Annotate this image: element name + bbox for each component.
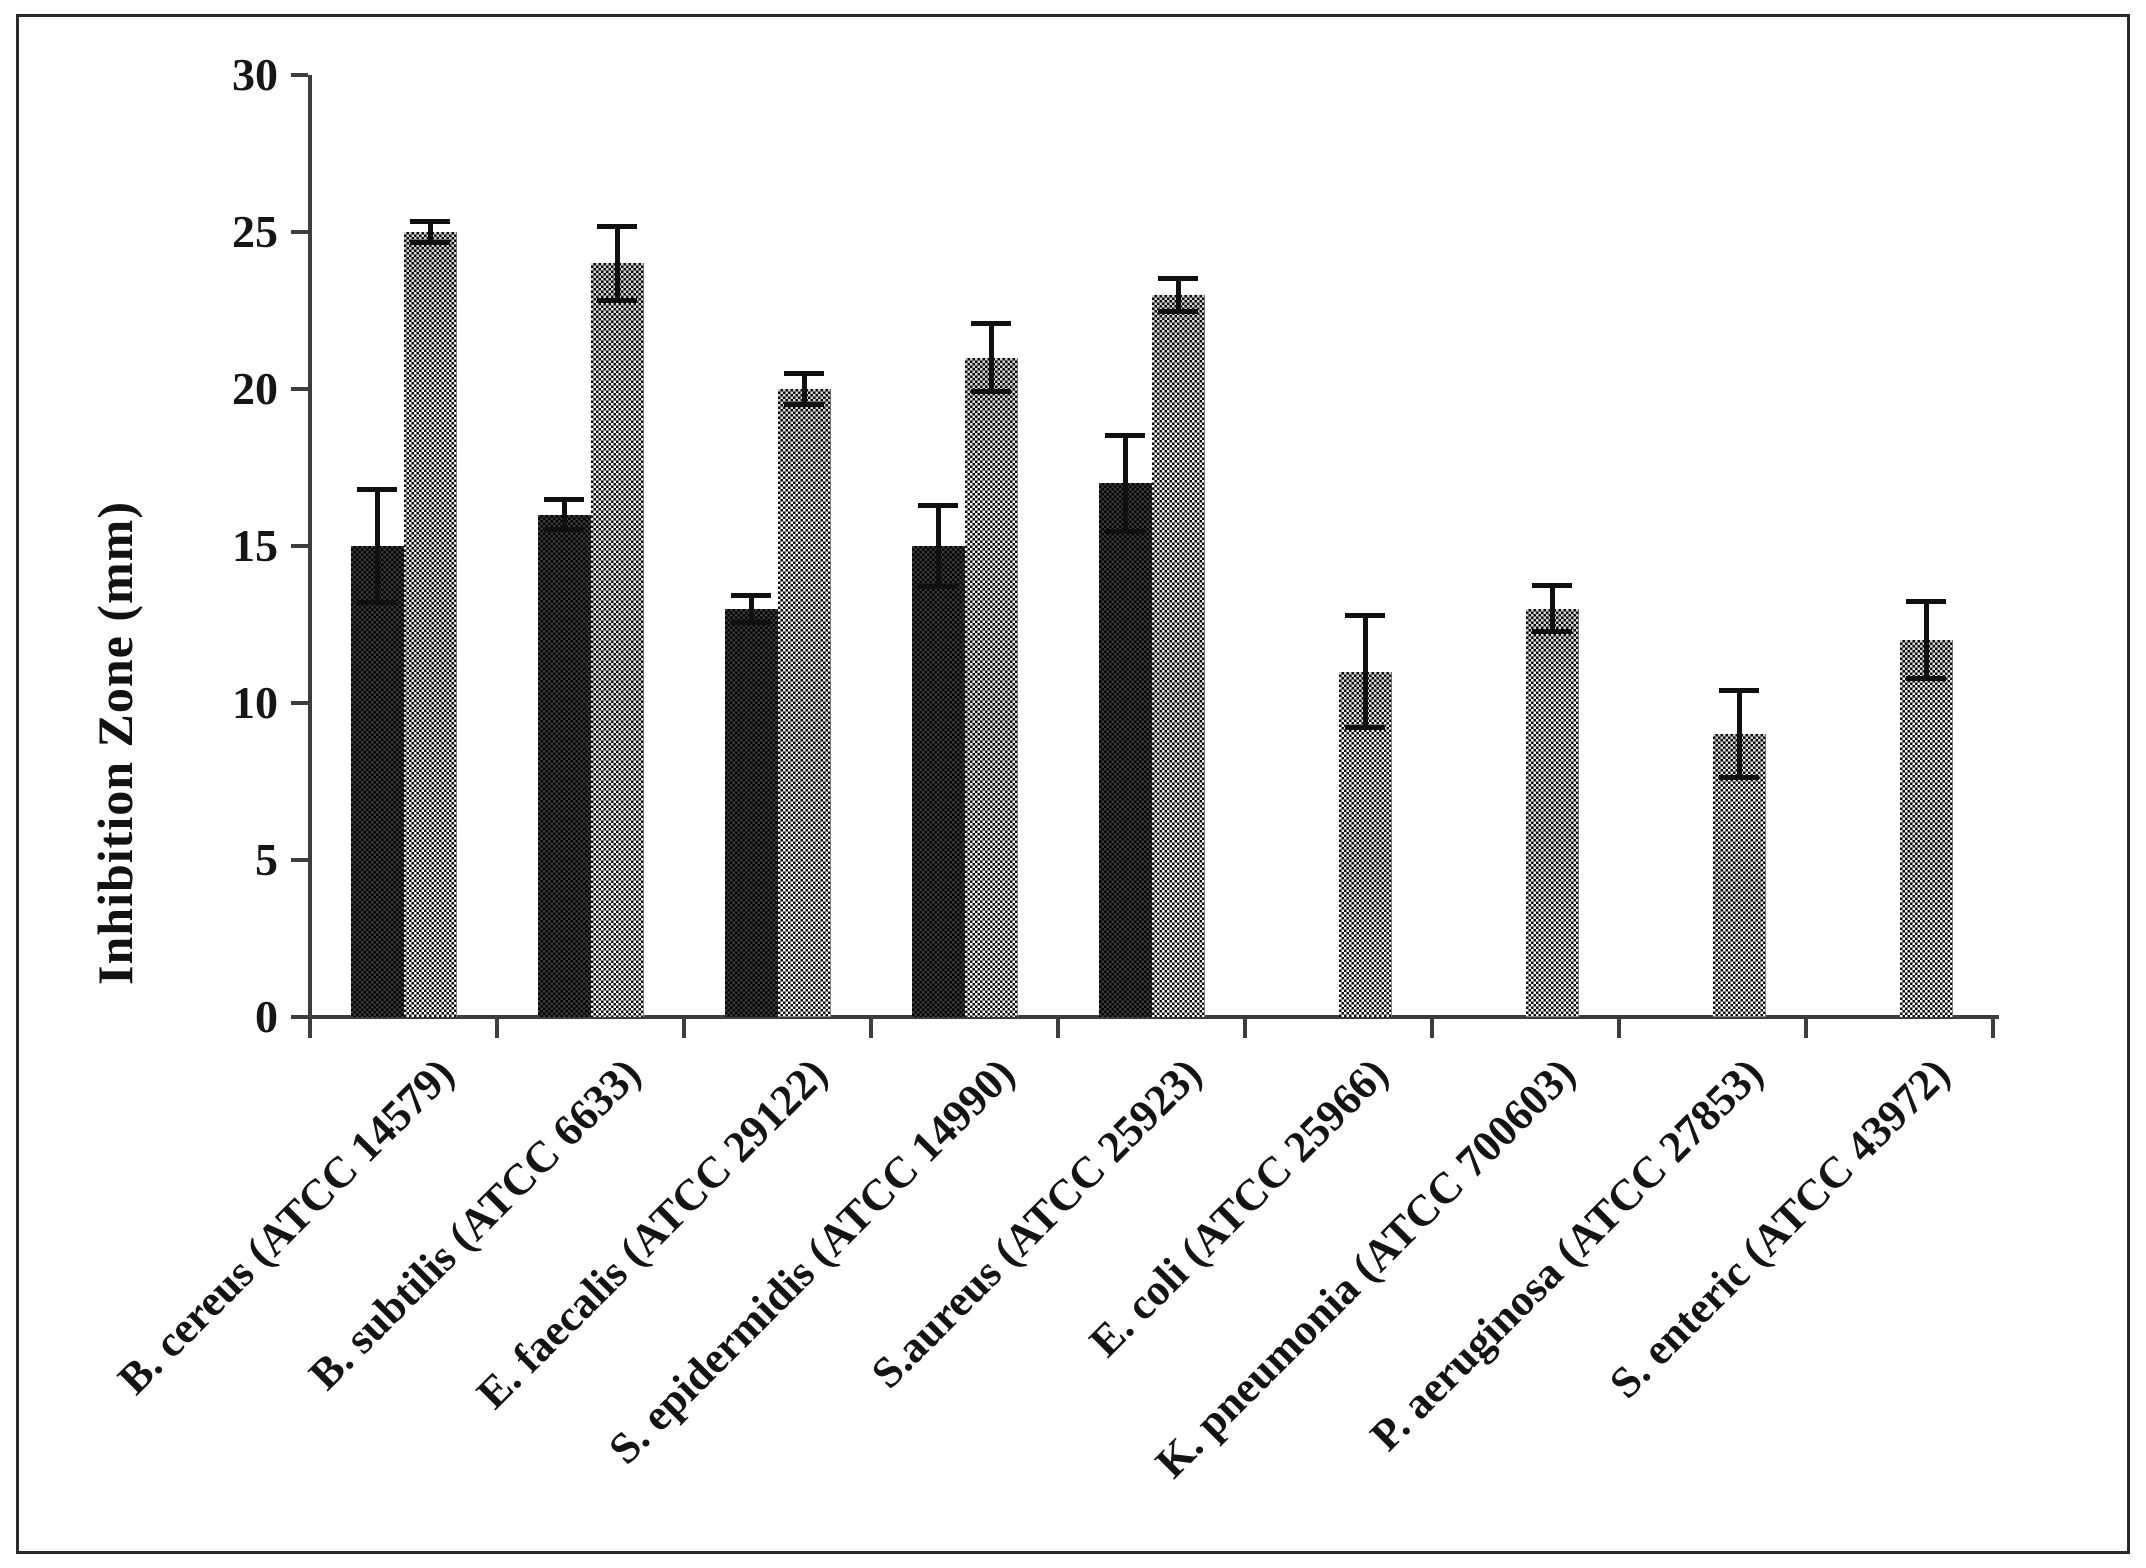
bar-light [590,263,644,1017]
error-bar-stem [1362,615,1368,729]
error-bar-cap-bottom [544,527,584,533]
y-tick-label: 25 [232,206,278,257]
x-tick [1243,1019,1247,1038]
x-tick [1430,1019,1434,1038]
error-bar-cap-top [731,592,771,598]
error-bar-stem [427,221,433,243]
x-tick [1056,1019,1060,1038]
error-bar-cap-bottom [1158,309,1198,315]
y-tick [291,1015,308,1019]
y-tick [291,701,308,705]
bar-light [1525,608,1579,1017]
x-tick [682,1019,686,1038]
bar-dark [1098,483,1152,1017]
x-category-label: B. subtilis (ATCC 6633) [299,1048,650,1400]
x-category-label: S. enteric (ATCC 43972) [1599,1048,1959,1408]
error-bar-cap-top [1532,583,1572,589]
bar-dark [537,514,591,1017]
error-bar-stem [1923,600,1929,680]
error-bar-stem [935,505,941,587]
y-tick [291,230,308,234]
x-category-label: B. cereus (ATCC 14579) [107,1048,463,1404]
x-category-label: P. aeruginosa (ATCC 27853) [1360,1048,1772,1461]
y-tick-label: 10 [232,677,278,728]
x-category-label: E. faecalis (ATCC 29122) [467,1048,837,1419]
error-bar-cap-top [357,487,397,493]
x-tick [1804,1019,1808,1038]
bar-light [1899,640,1953,1017]
y-tick [291,858,308,862]
error-bar-stem [748,594,754,623]
error-bar-cap-top [1719,688,1759,694]
error-bar-cap-top [1906,598,1946,604]
y-tick-label: 0 [255,991,278,1042]
error-bar-cap-top [597,223,637,229]
error-bar-stem [1122,434,1128,532]
error-bar-cap-bottom [1906,676,1946,682]
y-tick-label: 5 [255,834,278,885]
y-tick [291,73,308,77]
y-axis-line [308,75,312,1019]
error-bar-cap-bottom [1105,528,1145,534]
error-bar-cap-bottom [1532,629,1572,635]
x-tick [869,1019,873,1038]
y-tick [291,544,308,548]
bar-light [964,357,1018,1017]
error-bar-cap-top [971,321,1011,327]
y-tick-label: 20 [232,363,278,414]
error-bar-cap-bottom [971,389,1011,395]
error-bar-cap-bottom [731,619,771,625]
error-bar-stem [1736,690,1742,779]
error-bar-cap-top [1105,432,1145,438]
error-bar-cap-bottom [784,401,824,407]
bar-light [1712,734,1766,1017]
error-bar-cap-top [410,219,450,224]
x-tick [495,1019,499,1038]
bar-light [403,232,457,1017]
error-bar-cap-bottom [597,298,637,304]
bar-dark [350,546,404,1017]
error-bar-stem [374,489,380,603]
error-bar-cap-bottom [1719,775,1759,781]
y-axis-title: Inhibition Zone (mm) [87,501,143,985]
x-axis-line [306,1015,1999,1019]
error-bar-stem [614,225,620,302]
bar-light [777,389,831,1017]
error-bar-cap-top [918,503,958,509]
error-bar-stem [988,323,994,393]
error-bar-cap-bottom [918,583,958,589]
x-tick [1991,1019,1995,1038]
y-tick-label: 30 [232,49,278,100]
figure-border [16,14,2130,1554]
bar-dark [724,608,778,1017]
x-tick [308,1019,312,1038]
x-category-label: S.aureus (ATCC 25923) [861,1048,1211,1398]
x-tick [1617,1019,1621,1038]
error-bar-cap-bottom [357,599,397,605]
error-bar-cap-top [544,496,584,502]
error-bar-stem [1549,585,1555,633]
error-bar-cap-top [1158,275,1198,281]
error-bar-cap-top [784,371,824,377]
bar-dark [911,546,965,1017]
y-tick [291,387,308,391]
y-tick-label: 15 [232,520,278,571]
error-bar-cap-top [1345,613,1385,619]
error-bar-cap-bottom [410,239,450,245]
bar-light [1151,294,1205,1017]
error-bar-stem [561,498,567,531]
error-bar-stem [1175,277,1181,313]
error-bar-cap-bottom [1345,725,1385,731]
error-bar-stem [801,373,807,405]
